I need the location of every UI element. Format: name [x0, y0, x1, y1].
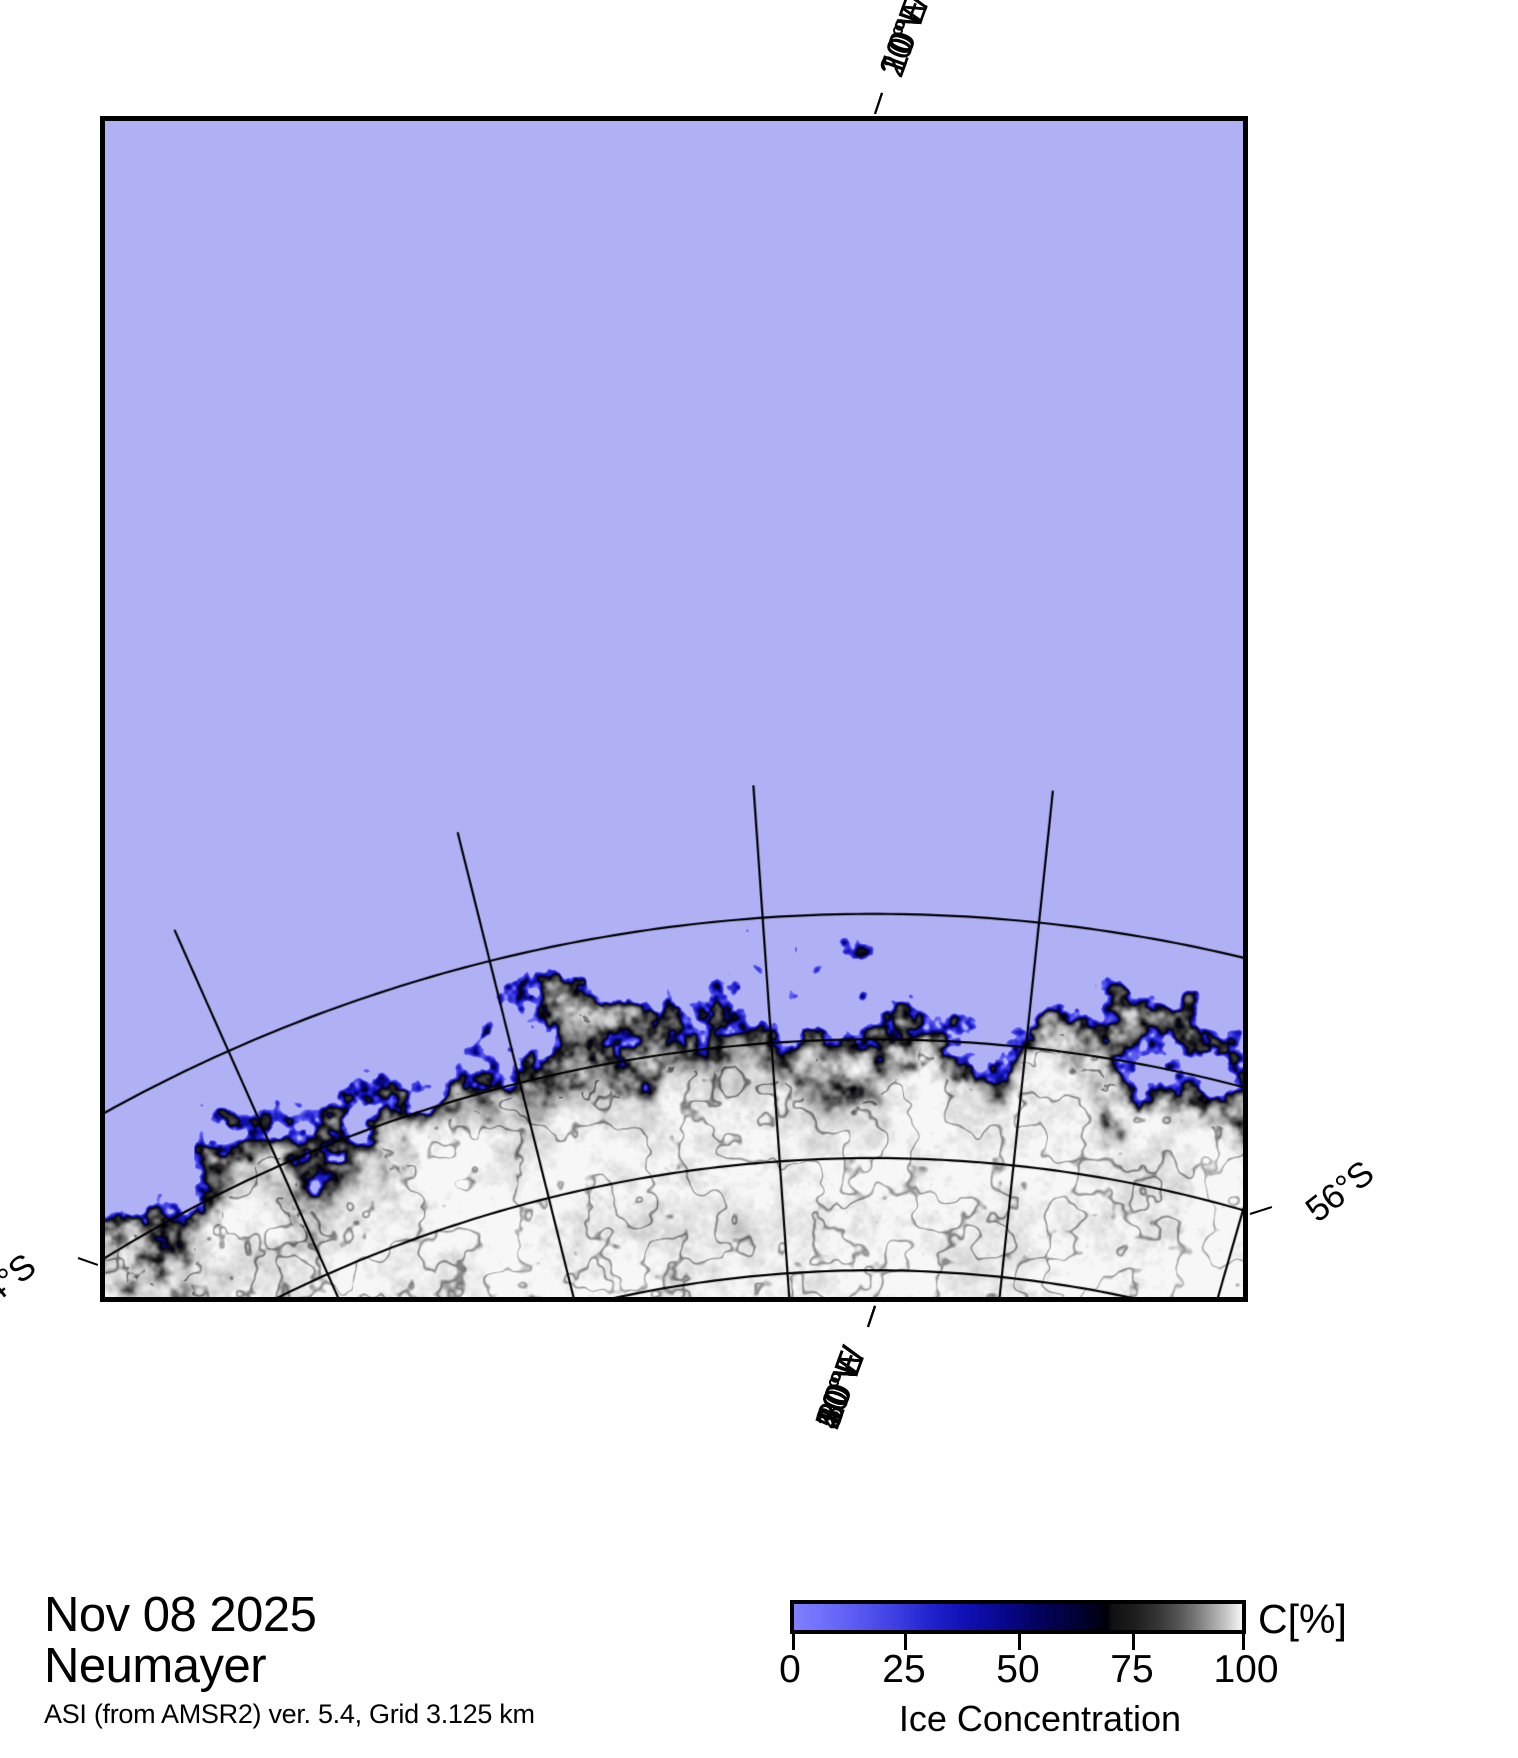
axis-tick: [77, 1256, 99, 1266]
colorbar-tick: [1242, 1634, 1245, 1650]
axis-tick: [1249, 1206, 1273, 1216]
colorbar-tick-labels: 0 25 50 75 100: [779, 1648, 1278, 1694]
sea-ice-concentration-raster: [105, 121, 1243, 1297]
colorbar-tick: [904, 1634, 907, 1650]
colorbar-unit-label: C[%]: [1258, 1596, 1347, 1642]
date-label: Nov 08 2025: [44, 1588, 317, 1642]
colorbar-tick-label: 50: [996, 1648, 1040, 1691]
lon-label-bottom-30E: 30°E: [809, 1346, 872, 1430]
colorbar-tick-label: 100: [1213, 1648, 1279, 1691]
axis-tick: [867, 1305, 876, 1328]
colorbar-tick-label: 25: [882, 1648, 926, 1691]
colorbar-tick-label: 75: [1110, 1648, 1154, 1691]
colorbar: C[%] 0 25 50 75 100 Ice Concentration: [779, 1598, 1347, 1738]
source-label: ASI (from AMSR2) ver. 5.4, Grid 3.125 km: [44, 1699, 535, 1729]
colorbar-gradient: C[%]: [790, 1598, 1347, 1640]
colorbar-title: Ice Concentration: [898, 1698, 1182, 1739]
colorbar-tick: [1018, 1634, 1021, 1650]
colorbar-tick: [792, 1634, 795, 1650]
caption-block: Nov 08 2025 Neumayer ASI (from AMSR2) ve…: [44, 1590, 724, 1731]
sea-ice-map: [100, 116, 1248, 1302]
lon-label-top-10E: 10°E: [873, 0, 936, 78]
colorbar-ticks: [790, 1634, 1246, 1650]
colorbar-tick-label: 0: [779, 1648, 801, 1691]
axis-tick: [874, 92, 883, 115]
station-label: Neumayer: [44, 1639, 267, 1693]
lat-label-left-54S: 54°S: [0, 1245, 43, 1323]
colorbar-tick: [1132, 1634, 1135, 1650]
lat-label-right-56S: 56°S: [1298, 1153, 1381, 1231]
